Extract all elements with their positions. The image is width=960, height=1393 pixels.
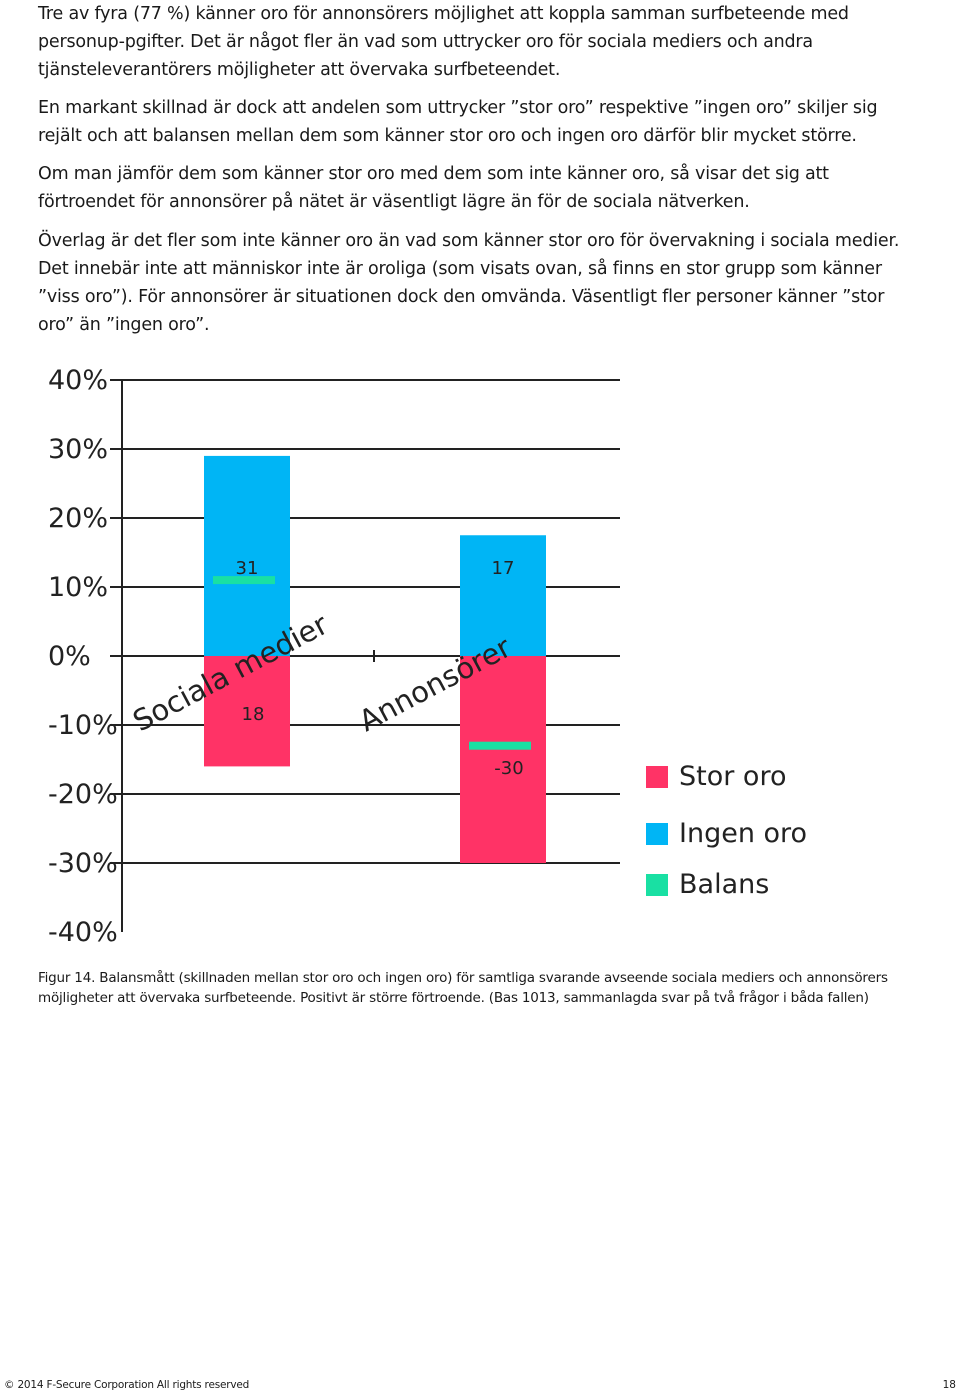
legend-swatch-balans [646,874,668,896]
paragraph-4: Överlag är det fler som inte känner oro … [38,231,900,335]
legend-label-ingen-oro: Ingen oro [679,818,808,849]
legend-item-ingen-oro: Ingen oro [646,817,866,851]
bar-ingen-oro [204,455,290,656]
y-tick-label: -30% [48,848,118,879]
legend-swatch-stor-oro [646,766,668,788]
legend-swatch-ingen-oro [646,823,668,845]
balance-marker [469,741,531,750]
y-tick-label: 40% [48,365,108,396]
footer-page-number: 18 [942,1379,956,1391]
y-tick-label: 30% [48,434,108,465]
y-tick-label: 20% [48,503,108,534]
data-label-upper: 31 [236,558,259,579]
y-tick-label: -10% [48,710,118,741]
figure-caption: Figur 14. Balansmått (skillnaden mellan … [38,970,888,1006]
balance-bar-chart: 40%30%20%10%0%-10%-20%-30%-40%311817-30S… [48,365,620,948]
bar-ingen-oro [460,535,546,656]
bar-stor-oro [204,656,290,767]
y-tick-label: 10% [48,572,108,603]
paragraph-2: En markant skillnad är dock att andelen … [38,98,878,146]
y-tick-label: -40% [48,917,118,948]
data-label-lower: -30 [494,758,523,779]
bar-stor-oro [460,656,546,863]
paragraph-3: Om man jämför dem som känner stor oro me… [38,164,829,212]
legend-item-balans: Balans [646,868,866,902]
footer-copyright: © 2014 F-Secure Corporation All rights r… [4,1379,250,1391]
data-label-upper: 17 [492,558,515,579]
balance-marker [213,576,275,585]
data-label-lower: 18 [242,704,265,725]
legend-item-stor-oro: Stor oro [646,760,866,794]
paragraph-1: Tre av fyra (77 %) känner oro för annons… [38,4,849,80]
legend-label-balans: Balans [679,869,770,900]
legend-label-stor-oro: Stor oro [679,761,787,792]
y-tick-label: -20% [48,779,118,810]
y-tick-label: 0% [48,641,91,672]
